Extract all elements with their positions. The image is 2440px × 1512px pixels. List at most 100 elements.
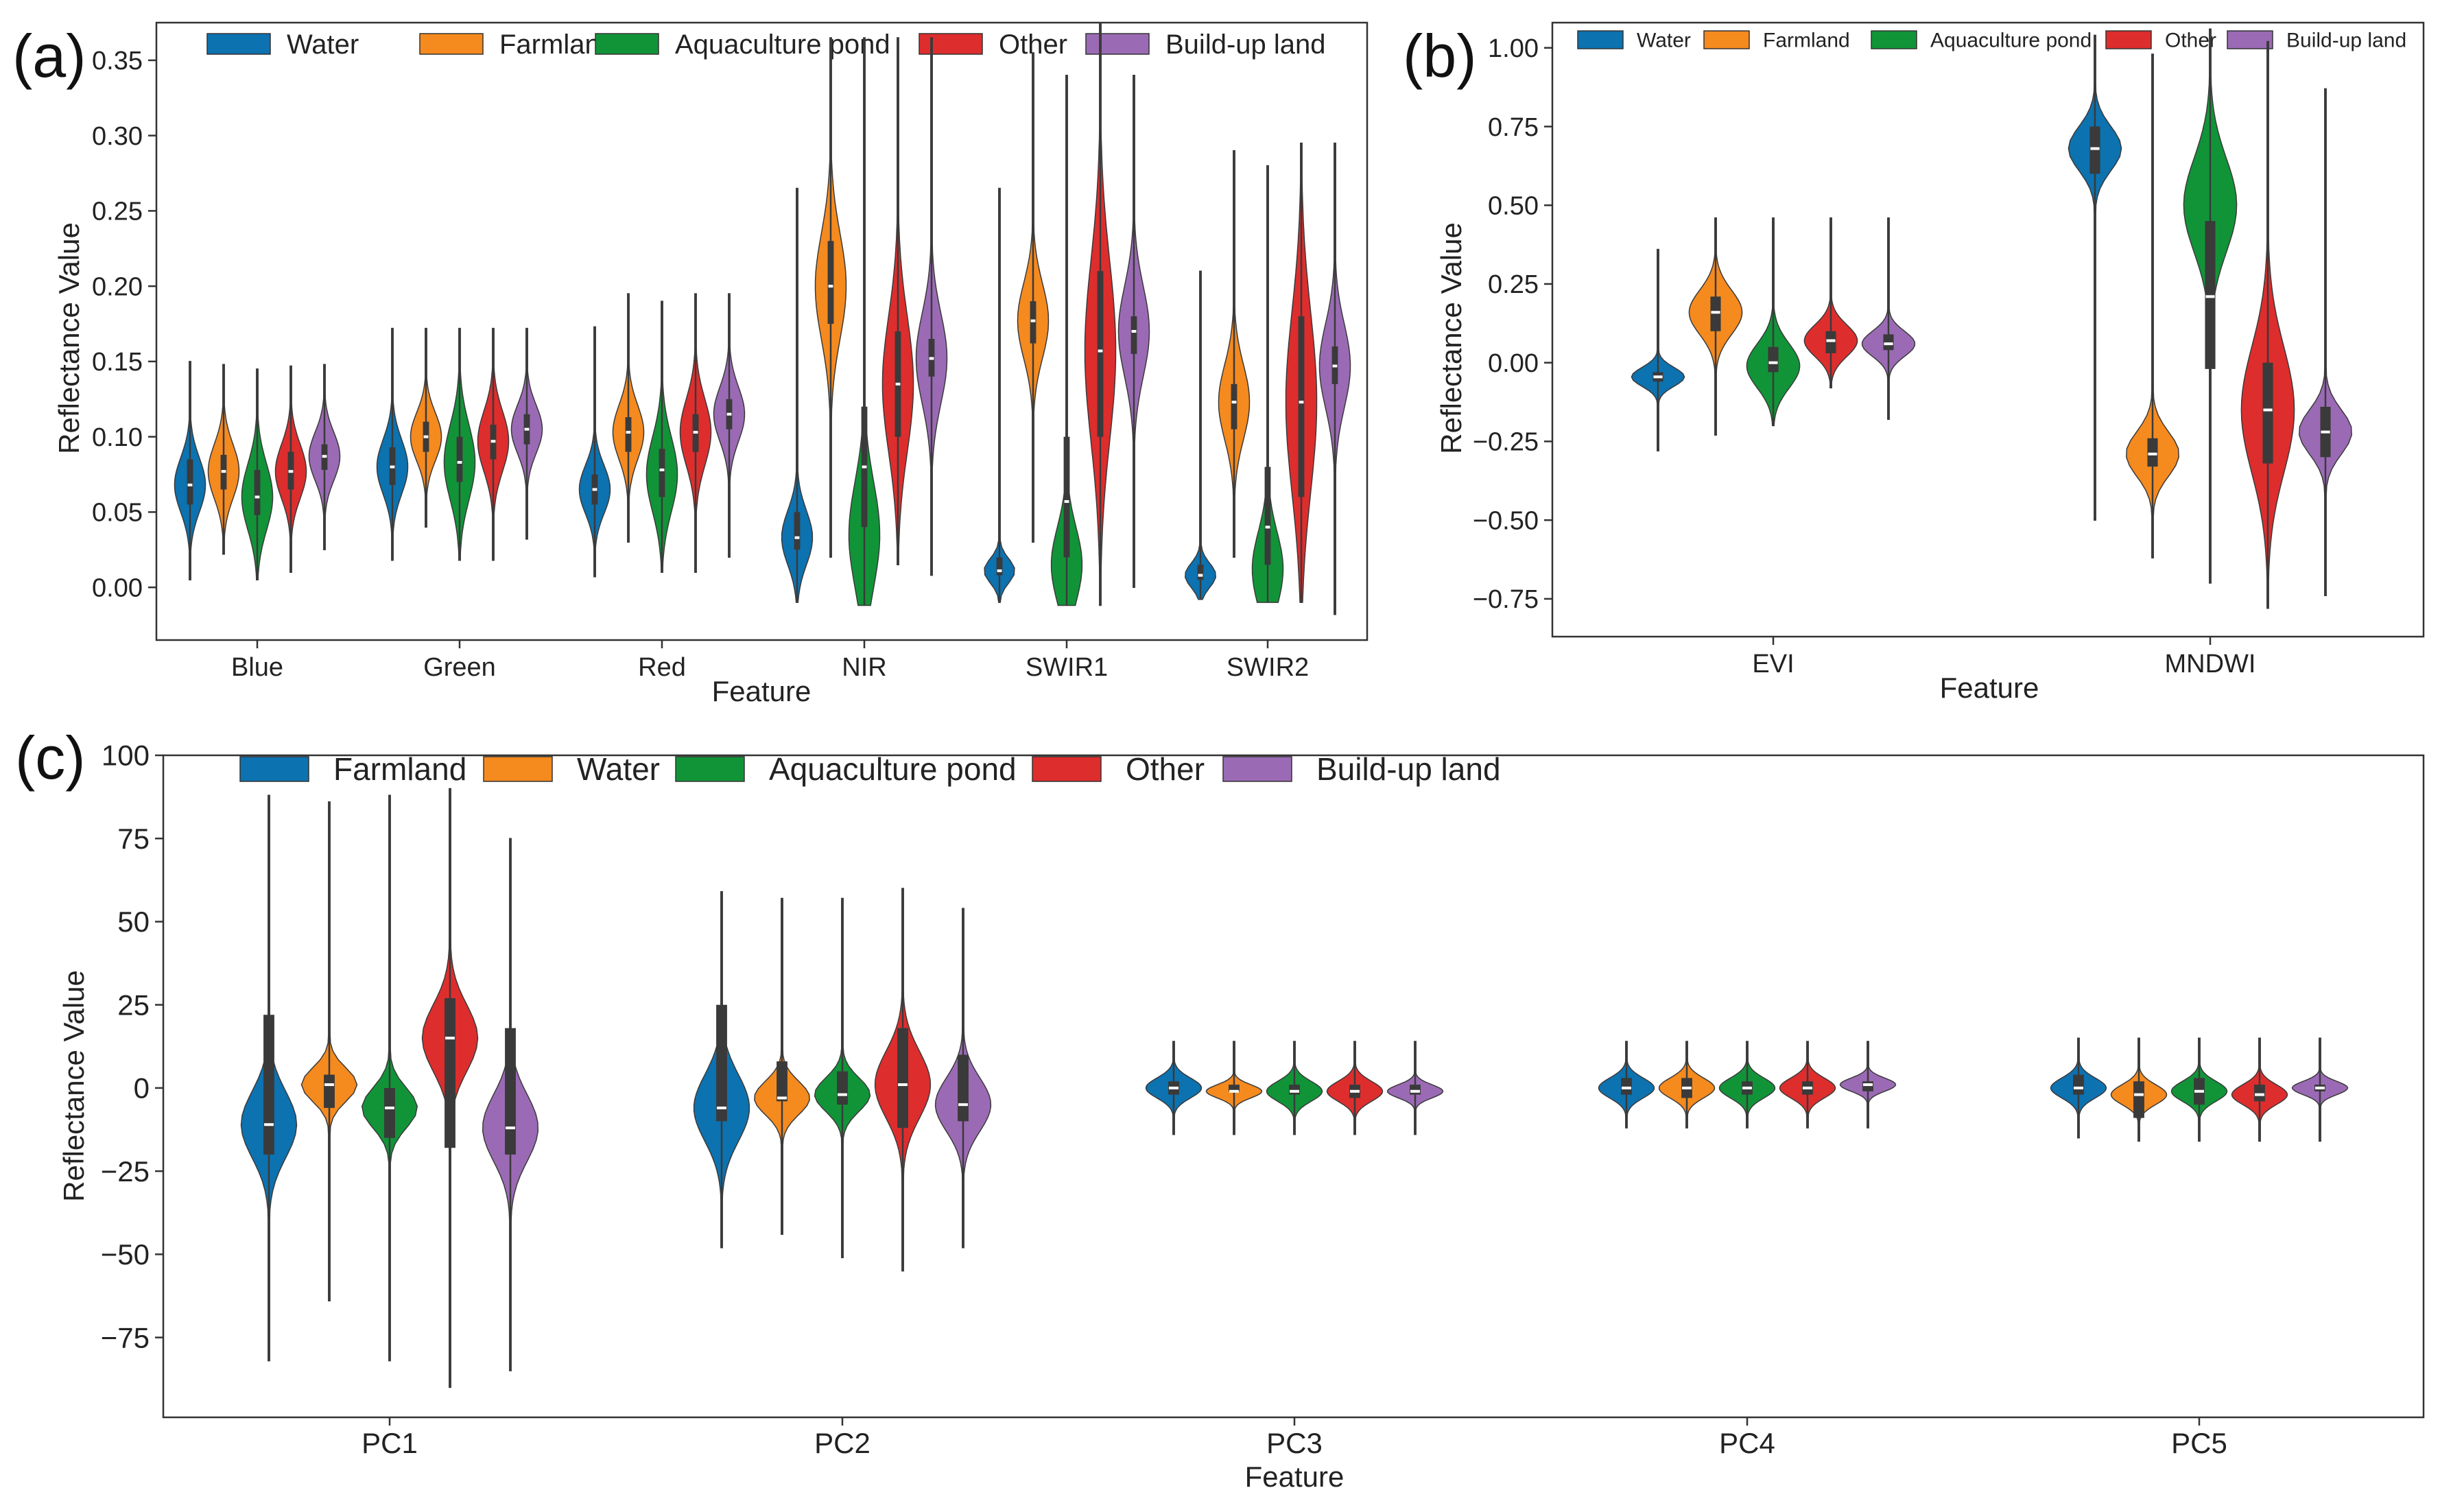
violin-green-other-median <box>490 440 496 443</box>
violin-pc1-build-up-land-iqr-box <box>505 1028 516 1155</box>
legend-swatch-water <box>206 33 271 55</box>
x-tick-label-evi: EVI <box>1752 650 1794 678</box>
violin-red-build-up-land-median <box>726 412 732 416</box>
violin-pc1-aquaculture-pond-median <box>385 1107 394 1110</box>
violin-pc2-other-iqr-box <box>897 1028 908 1129</box>
violin-pc5-farmland-median <box>2074 1086 2083 1089</box>
violin-pc2-aquaculture-pond-median <box>838 1093 847 1096</box>
legend-swatch-other <box>919 33 983 55</box>
violin-swir2-other-iqr-box <box>1298 316 1305 497</box>
legend-label-farmland: Farmland <box>333 751 466 787</box>
violin-pc5-build-up-land-median <box>2315 1086 2325 1089</box>
violin-evi-farmland-median <box>1711 311 1720 314</box>
violin-mndwi-farmland-median <box>2148 452 2157 456</box>
panel-b-label: (b) <box>1403 22 1477 90</box>
legend-label-build-up-land: Build-up land <box>1165 29 1326 60</box>
panel-a-legend: Water Farmland Aquaculture pond Other Build-… <box>206 29 1326 60</box>
violin-nir-water-median <box>794 536 800 539</box>
violin-pc4-farmland-iqr-box <box>1621 1078 1632 1095</box>
violin-swir1-aquaculture-pond-iqr-box <box>1063 436 1070 558</box>
violin-swir2-aquaculture-pond-iqr-box <box>1264 466 1271 565</box>
violin-swir2-water-iqr-box <box>1197 565 1204 580</box>
violin-pc1-build-up-land-median <box>506 1126 515 1130</box>
y-tick-label: 0.20 <box>92 272 143 301</box>
panel-a-x-ticks: Blue Green Red NIR SWIR1 SWIR2 <box>231 640 1309 682</box>
panel-c: (c) Farmland Water Aquaculture pond Other Bu… <box>15 724 2425 1493</box>
legend-swatch-other <box>1032 756 1102 782</box>
violin-pc1-farmland-iqr-box <box>263 1015 274 1155</box>
legend-swatch-water <box>1577 30 1624 49</box>
violin-evi-other-iqr-box <box>1825 331 1836 353</box>
panel-a-violins <box>174 22 1351 615</box>
violin-red-water-median <box>592 488 597 491</box>
y-tick-label: −50 <box>101 1238 150 1271</box>
x-tick-label-swir1: SWIR1 <box>1026 653 1108 682</box>
violin-pc1-farmland-median <box>264 1123 274 1126</box>
panel-a-x-axis-title: Feature <box>712 675 812 707</box>
x-tick-label-red: Red <box>638 653 686 682</box>
violin-blue-aquaculture-pond-iqr-box <box>254 469 261 515</box>
panel-a-label: (a) <box>12 22 86 90</box>
panel-b-y-axis-title: Reflectance Value <box>1435 222 1467 454</box>
violin-red-other-median <box>693 431 698 434</box>
violin-pc4-build-up-land-median <box>1863 1083 1873 1087</box>
violin-mndwi-water-iqr-box <box>2089 126 2100 174</box>
y-tick-label: 0.30 <box>92 122 143 151</box>
violin-swir1-farmland-median <box>1030 319 1036 322</box>
violin-pc3-other-median <box>1350 1089 1360 1093</box>
panel-c-y-ticks: −75 −50 −25 0 25 50 75 100 <box>101 740 163 1354</box>
y-tick-label: −0.75 <box>1473 585 1539 614</box>
violin-pc3-aquaculture-pond-median <box>1290 1089 1299 1093</box>
violin-blue-aquaculture-pond-median <box>254 495 260 499</box>
panel-c-violins <box>240 788 2349 1389</box>
violin-nir-water-iqr-box <box>794 512 801 550</box>
panel-b-x-axis-title: Feature <box>1940 672 2039 704</box>
legend-swatch-farmland <box>1703 30 1750 49</box>
y-tick-label: −0.25 <box>1473 428 1539 457</box>
violin-nir-farmland-median <box>828 285 833 288</box>
legend-swatch-build-up-land <box>1222 756 1292 782</box>
violin-swir1-build-up-land-median <box>1131 330 1137 333</box>
y-tick-label: 0.05 <box>92 499 143 528</box>
y-tick-label: 0.10 <box>92 423 143 452</box>
violin-blue-farmland-median <box>221 470 226 473</box>
violin-blue-other-median <box>288 470 294 473</box>
violin-mndwi-build-up-land-median <box>2321 430 2330 434</box>
x-tick-label-pc3: PC3 <box>1266 1427 1323 1459</box>
panel-a-plot-area <box>155 21 1369 641</box>
violin-pc2-build-up-land-iqr-box <box>958 1054 969 1122</box>
violin-pc2-other-median <box>898 1083 908 1087</box>
violin-pc3-farmland-median <box>1169 1086 1178 1089</box>
x-tick-label-mndwi: MNDWI <box>2165 650 2256 678</box>
y-tick-label: 0.35 <box>92 47 143 75</box>
violin-pc2-build-up-land-median <box>958 1103 968 1107</box>
legend-swatch-farmland <box>239 756 309 782</box>
y-tick-label: −75 <box>101 1321 150 1354</box>
violin-pc4-aquaculture-pond-median <box>1742 1086 1752 1089</box>
violin-swir1-other-median <box>1098 349 1103 353</box>
violin-evi-build-up-land-iqr-box <box>1883 334 1894 351</box>
y-tick-label: 0.00 <box>92 574 143 602</box>
violin-swir2-water-median <box>1198 574 1203 577</box>
violin-pc1-other-median <box>445 1037 455 1040</box>
violin-evi-aquaculture-pond-median <box>1768 361 1778 364</box>
panel-b-violins <box>1631 28 2352 609</box>
violin-red-aquaculture-pond-iqr-box <box>659 449 665 497</box>
violin-evi-aquaculture-pond-iqr-box <box>1768 346 1779 373</box>
violin-pc5-other-median <box>2255 1093 2264 1096</box>
violin-swir2-other-median <box>1299 401 1304 404</box>
x-tick-label-pc1: PC1 <box>362 1427 418 1459</box>
violin-pc5-farmland-iqr-box <box>2073 1074 2084 1095</box>
y-tick-label: −0.50 <box>1473 506 1539 535</box>
violin-swir1-build-up-land-iqr-box <box>1130 316 1137 354</box>
violin-nir-aquaculture-pond-median <box>862 465 867 469</box>
violin-swir1-water-iqr-box <box>996 557 1003 576</box>
violin-pc3-water-iqr-box <box>1229 1085 1240 1091</box>
y-tick-label: 1.00 <box>1488 34 1539 63</box>
violin-pc1-water-iqr-box <box>324 1074 335 1109</box>
violin-red-farmland-iqr-box <box>625 417 632 452</box>
violin-swir1-water-median <box>997 569 1002 573</box>
violin-nir-farmland-iqr-box <box>827 241 834 324</box>
y-tick-label: 50 <box>117 906 150 938</box>
panel-c-plot-area <box>162 754 2425 1419</box>
